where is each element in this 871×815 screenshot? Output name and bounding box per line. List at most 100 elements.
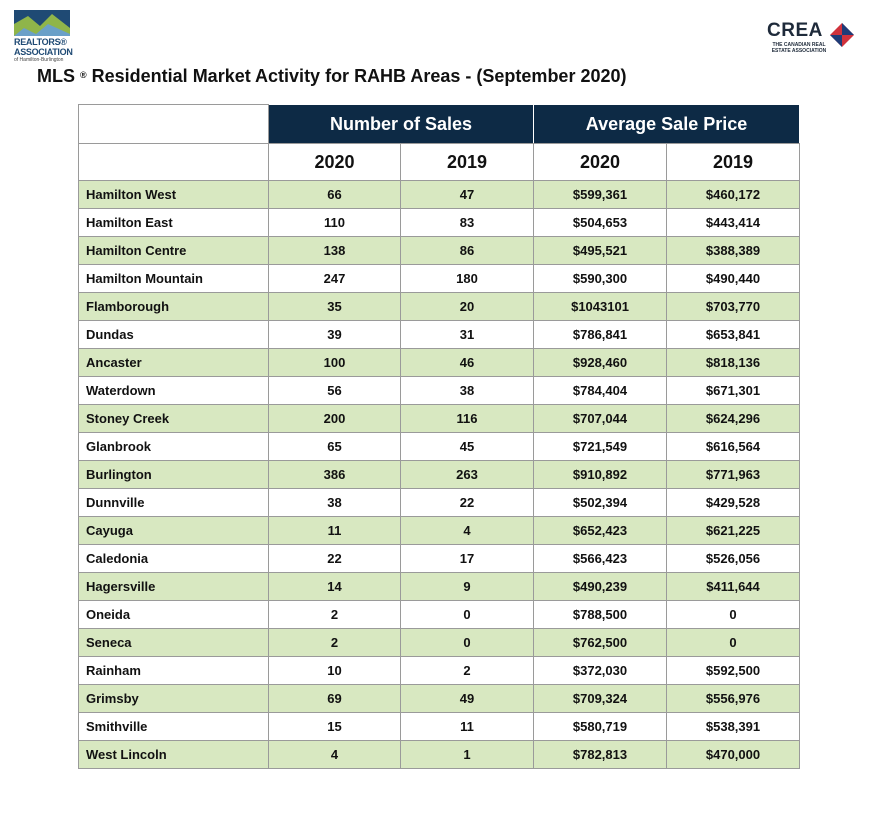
sales-2019-cell: 4 xyxy=(399,516,535,545)
title-prefix: MLS xyxy=(37,66,75,86)
price-2020-cell: $762,500 xyxy=(533,628,668,657)
price-2020-cell: $490,239 xyxy=(533,572,668,601)
price-2020-cell: $928,460 xyxy=(533,348,668,377)
price-2019-cell: $388,389 xyxy=(666,236,801,265)
rahb-logo-mark-icon xyxy=(14,10,70,36)
area-cell: Smithville xyxy=(78,712,269,741)
price-2020-cell: $709,324 xyxy=(533,684,668,713)
area-cell: Ancaster xyxy=(78,348,269,377)
area-cell: Hamilton Centre xyxy=(78,236,269,265)
price-2020-cell: $599,361 xyxy=(533,180,668,209)
sales-2019-cell: 1 xyxy=(399,740,535,769)
price-2020-cell: $502,394 xyxy=(533,488,668,517)
rahb-logo-line2: ASSOCIATION xyxy=(14,47,73,57)
area-cell: Hagersville xyxy=(78,572,269,601)
area-cell: Caledonia xyxy=(78,544,269,573)
sales-2019-cell: 116 xyxy=(399,404,535,433)
sales-2020-cell: 2 xyxy=(268,600,401,629)
sales-2019-cell: 20 xyxy=(399,292,535,321)
sales-2020-cell: 2 xyxy=(268,628,401,657)
market-activity-table: Number of Sales Average Sale Price 2020 … xyxy=(78,104,801,769)
table-row: Oneida 2 0 $788,500 0 xyxy=(78,600,801,629)
table-row: Smithville 15 11 $580,719 $538,391 xyxy=(78,712,801,741)
sales-2020-cell: 4 xyxy=(268,740,401,769)
price-2020-cell: $566,423 xyxy=(533,544,668,573)
table-row: West Lincoln 4 1 $782,813 $470,000 xyxy=(78,740,801,769)
price-2020-cell: $782,813 xyxy=(533,740,668,769)
sales-2020-cell: 22 xyxy=(268,544,401,573)
price-2019-cell: $460,172 xyxy=(666,180,801,209)
sales-2020-cell: 69 xyxy=(268,684,401,713)
crea-logo: CREA THE CANADIAN REAL ESTATE ASSOCIATIO… xyxy=(767,20,857,60)
price-2019-cell: $470,000 xyxy=(666,740,801,769)
price-2019-cell: 0 xyxy=(666,628,801,657)
area-cell: Stoney Creek xyxy=(78,404,269,433)
table-row: Hamilton Centre 138 86 $495,521 $388,389 xyxy=(78,236,801,265)
table-row: Dunnville 38 22 $502,394 $429,528 xyxy=(78,488,801,517)
sales-2020-cell: 200 xyxy=(268,404,401,433)
price-2020-cell: $495,521 xyxy=(533,236,668,265)
table-row: Caledonia 22 17 $566,423 $526,056 xyxy=(78,544,801,573)
sales-2020-cell: 65 xyxy=(268,432,401,461)
sales-2020-cell: 386 xyxy=(268,460,401,489)
sales-2019-cell: 180 xyxy=(399,264,535,293)
year-header-sales-2020: 2020 xyxy=(268,143,401,181)
price-2019-cell: $616,564 xyxy=(666,432,801,461)
rahb-logo: REALTORS® ASSOCIATION of Hamilton-Burlin… xyxy=(14,10,76,64)
area-cell: Glanbrook xyxy=(78,432,269,461)
sales-2019-cell: 22 xyxy=(399,488,535,517)
table-row: Seneca 2 0 $762,500 0 xyxy=(78,628,801,657)
sales-2019-cell: 9 xyxy=(399,572,535,601)
price-2019-cell: $624,296 xyxy=(666,404,801,433)
table-row: Burlington 386 263 $910,892 $771,963 xyxy=(78,460,801,489)
sales-2019-cell: 31 xyxy=(399,320,535,349)
area-cell: West Lincoln xyxy=(78,740,269,769)
sales-2020-cell: 10 xyxy=(268,656,401,685)
sales-2020-cell: 247 xyxy=(268,264,401,293)
crea-logo-word: CREA xyxy=(767,20,823,41)
price-2019-cell: $671,301 xyxy=(666,376,801,405)
price-2020-cell: $784,404 xyxy=(533,376,668,405)
price-2020-cell: $652,423 xyxy=(533,516,668,545)
sales-2019-cell: 45 xyxy=(399,432,535,461)
area-cell: Grimsby xyxy=(78,684,269,713)
price-2019-cell: $621,225 xyxy=(666,516,801,545)
price-2019-cell: $411,644 xyxy=(666,572,801,601)
sales-2019-cell: 83 xyxy=(399,208,535,237)
table-row: Hagersville 14 9 $490,239 $411,644 xyxy=(78,572,801,601)
sales-2020-cell: 66 xyxy=(268,180,401,209)
sales-2019-cell: 46 xyxy=(399,348,535,377)
table-row: Flamborough 35 20 $1043101 $703,770 xyxy=(78,292,801,321)
price-2020-cell: $1043101 xyxy=(533,292,668,321)
price-2019-cell: $526,056 xyxy=(666,544,801,573)
price-2020-cell: $707,044 xyxy=(533,404,668,433)
price-2019-cell: $443,414 xyxy=(666,208,801,237)
price-2020-cell: $580,719 xyxy=(533,712,668,741)
rahb-logo-line1: REALTORS® xyxy=(14,37,67,47)
table-row: Glanbrook 65 45 $721,549 $616,564 xyxy=(78,432,801,461)
price-2019-cell: $429,528 xyxy=(666,488,801,517)
table-row: Grimsby 69 49 $709,324 $556,976 xyxy=(78,684,801,713)
sales-2020-cell: 110 xyxy=(268,208,401,237)
table-row: Stoney Creek 200 116 $707,044 $624,296 xyxy=(78,404,801,433)
area-cell: Rainham xyxy=(78,656,269,685)
price-2020-cell: $910,892 xyxy=(533,460,668,489)
area-cell: Cayuga xyxy=(78,516,269,545)
price-2020-cell: $788,500 xyxy=(533,600,668,629)
price-2020-cell: $786,841 xyxy=(533,320,668,349)
sales-2019-cell: 0 xyxy=(399,628,535,657)
table-row: Ancaster 100 46 $928,460 $818,136 xyxy=(78,348,801,377)
price-2019-cell: $556,976 xyxy=(666,684,801,713)
corner-cell xyxy=(78,104,269,144)
sales-2019-cell: 17 xyxy=(399,544,535,573)
area-cell: Hamilton Mountain xyxy=(78,264,269,293)
title-rest: Residential Market Activity for RAHB Are… xyxy=(86,66,627,86)
sales-2019-cell: 38 xyxy=(399,376,535,405)
table-body: Hamilton West 66 47 $599,361 $460,172 Hamilto… xyxy=(78,180,801,769)
page-title: MLS ® Residential Market Activity for RA… xyxy=(37,66,627,87)
price-2020-cell: $372,030 xyxy=(533,656,668,685)
price-2019-cell: $818,136 xyxy=(666,348,801,377)
table-row: Hamilton West 66 47 $599,361 $460,172 xyxy=(78,180,801,209)
crea-logo-tagline: THE CANADIAN REAL ESTATE ASSOCIATION xyxy=(771,42,827,54)
price-2020-cell: $504,653 xyxy=(533,208,668,237)
